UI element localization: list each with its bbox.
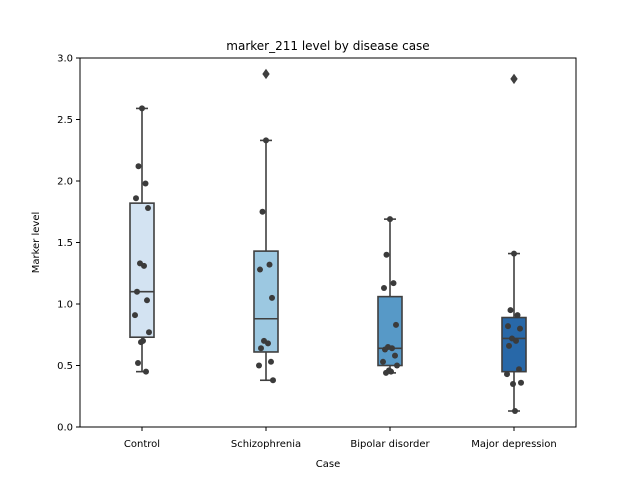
data-point xyxy=(510,380,516,387)
x-tick-label: Control xyxy=(124,439,160,450)
y-tick-label: 2.5 xyxy=(57,115,73,126)
data-point xyxy=(141,262,147,269)
data-point xyxy=(511,250,517,257)
y-tick-label: 0.5 xyxy=(57,361,73,372)
data-point xyxy=(381,285,387,292)
data-point xyxy=(266,261,273,268)
outlier-marker xyxy=(510,73,518,85)
data-point xyxy=(135,360,141,367)
x-axis-label: Case xyxy=(316,459,340,470)
data-point xyxy=(394,362,400,369)
data-point xyxy=(259,208,266,215)
y-tick-label: 1.0 xyxy=(57,300,73,311)
x-tick-label: Schizophrenia xyxy=(231,439,301,450)
box-group-major-depression: Major depression xyxy=(471,73,557,450)
data-point xyxy=(393,321,399,328)
data-point xyxy=(506,342,512,349)
data-point xyxy=(383,369,389,376)
y-tick-label: 0.0 xyxy=(57,423,73,434)
iqr-box xyxy=(253,250,279,353)
y-tick-label: 2.0 xyxy=(57,177,73,188)
y-tick-label: 1.5 xyxy=(57,238,73,249)
x-tick-label: Bipolar disorder xyxy=(350,439,430,450)
data-point xyxy=(268,358,274,365)
data-point xyxy=(258,345,264,352)
data-point xyxy=(133,195,139,202)
data-point xyxy=(144,297,150,304)
data-point xyxy=(382,346,388,353)
data-point xyxy=(256,362,262,369)
data-point xyxy=(143,368,149,375)
data-point xyxy=(263,137,269,144)
box-group-control: Control xyxy=(124,105,160,450)
y-axis-label: Marker level xyxy=(31,212,42,274)
plot-area: 0.0 0.5 1.0 1.5 2.0 2.5 3.0 Control Schizophreni… xyxy=(57,54,557,451)
chart-title: marker_211 level by disease case xyxy=(226,39,429,53)
data-point xyxy=(142,180,149,187)
data-point xyxy=(270,377,276,384)
data-point xyxy=(392,352,398,359)
data-point xyxy=(507,307,514,314)
data-point xyxy=(269,294,275,301)
data-point xyxy=(140,337,146,344)
y-tick-label: 3.0 xyxy=(57,54,73,65)
outlier-marker xyxy=(262,68,270,80)
data-point xyxy=(388,368,394,375)
data-point xyxy=(516,366,522,373)
data-point xyxy=(517,325,523,332)
data-point xyxy=(135,163,142,170)
data-point xyxy=(383,251,390,258)
data-point xyxy=(389,345,395,352)
data-point xyxy=(514,312,521,319)
axes-frame xyxy=(79,57,577,428)
data-point xyxy=(518,379,524,386)
data-point xyxy=(380,358,386,365)
data-point xyxy=(390,280,397,287)
data-point xyxy=(257,266,263,273)
data-point xyxy=(504,371,510,378)
iqr-box xyxy=(377,295,403,367)
data-point xyxy=(387,216,393,223)
data-point xyxy=(145,205,151,212)
box-group-schizophrenia: Schizophrenia xyxy=(231,68,301,450)
data-point xyxy=(505,323,511,330)
data-point xyxy=(146,329,152,336)
data-point xyxy=(134,288,140,295)
x-tick-label: Major depression xyxy=(471,439,557,450)
data-point xyxy=(512,408,518,415)
data-point xyxy=(132,312,138,319)
data-point xyxy=(513,337,519,344)
data-point xyxy=(265,340,271,347)
box-group-bipolar-disorder: Bipolar disorder xyxy=(350,216,431,450)
data-point xyxy=(139,105,145,112)
